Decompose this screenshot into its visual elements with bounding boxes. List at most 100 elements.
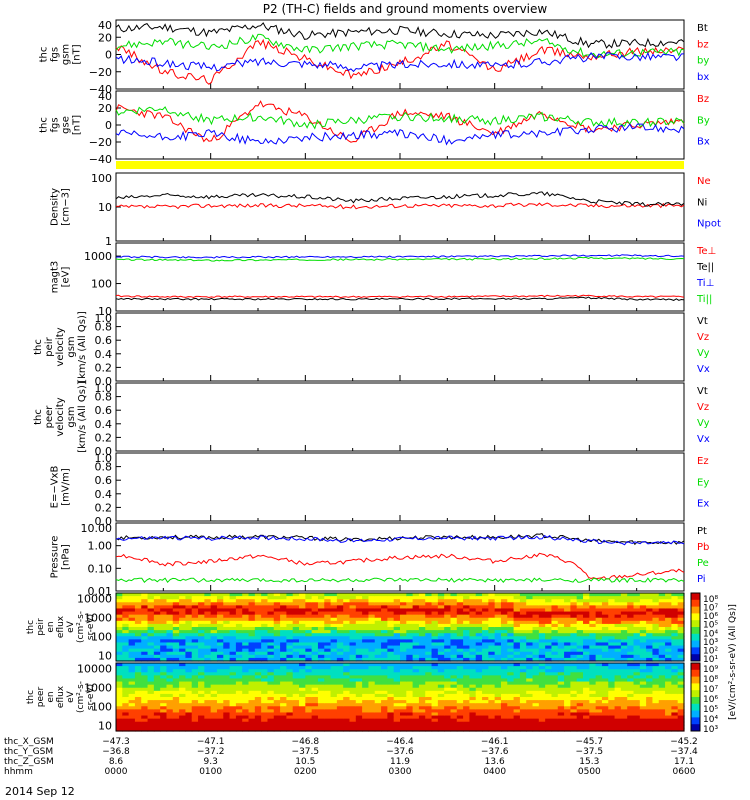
peer-spec-cell (153, 703, 161, 707)
peir-spec-cell (393, 605, 401, 610)
peer-spec-cell (570, 718, 578, 723)
peir-spec-cell (393, 648, 401, 653)
peer-spec-cell (261, 678, 269, 683)
peir-spec-cell (141, 636, 149, 640)
peer-spec-cell (450, 712, 458, 717)
peir-spec-cell (317, 645, 325, 650)
peir-spec-cell (362, 620, 370, 625)
peer-spec-cell (665, 693, 672, 698)
peir-spec-cell (299, 614, 306, 619)
peer-spec-cell (431, 718, 439, 723)
peer-spec-cell (620, 718, 628, 723)
peir-spec-cell (437, 627, 445, 631)
peir-spec-cell (551, 611, 559, 616)
peir-spec-cell (589, 636, 597, 640)
peer-spec-cell (280, 678, 287, 683)
peer-spec-cell (608, 693, 616, 698)
peir-spec-cell (343, 651, 351, 656)
peir-spec-cell (469, 614, 477, 619)
peir-spec-cell (658, 596, 666, 600)
peir-spec-cell (336, 657, 344, 662)
peir-spec-cell (349, 617, 357, 622)
peer-spec-cell (463, 684, 471, 689)
temperature-series-0 (115, 294, 685, 299)
peer-spec-cell (248, 724, 256, 729)
peir-spec-cell (198, 617, 205, 622)
peir-spec-cell (589, 620, 597, 625)
peir-spec-cell (576, 636, 584, 640)
peir-spec-cell (393, 623, 401, 628)
peer-spec-cell (160, 700, 168, 704)
peer-spec-cell (576, 666, 584, 670)
peer-spec-cell (671, 690, 679, 695)
peir-spec-cell (299, 642, 306, 647)
peer-spec-cell (324, 703, 332, 707)
peir-spec-cell (242, 611, 250, 616)
peir-spec-cell (387, 645, 395, 650)
peer-spec-cell (153, 724, 161, 729)
peer-spec-cell (311, 727, 319, 732)
peer-spec-cell (463, 669, 471, 673)
peer-spec-cell (273, 706, 281, 710)
peir-spec-cell (305, 617, 313, 622)
peer-spec-cell (633, 721, 641, 726)
peer-spec-cell (280, 681, 287, 686)
peir-spec-cell (267, 636, 275, 640)
density-ytick: 100 (91, 172, 112, 185)
peir-spec-cell (564, 627, 571, 631)
peer-spec-cell (620, 675, 628, 680)
peir-spec-cell (254, 630, 262, 634)
peer-spec-cell (381, 700, 388, 704)
peir-spec-cell (128, 642, 136, 647)
peir-spec-cell (526, 636, 534, 640)
peer-spec-cell (368, 727, 376, 732)
peir-spec-cell (639, 614, 647, 619)
peer-spec-cell (223, 669, 231, 673)
peir-spec-cell (406, 593, 414, 597)
peir-spec-cell (608, 648, 616, 653)
fgs-gse-ytick: −40 (89, 153, 112, 166)
peir-spec-cell (261, 642, 269, 647)
peer-spec-cell (463, 681, 471, 686)
peir-spec-cell (519, 596, 527, 600)
peir-spec-cell (564, 611, 571, 616)
peir-spec-cell (500, 611, 508, 616)
peer-spec-cell (273, 681, 281, 686)
peir-spec-cell (292, 599, 300, 603)
peer-spec-cell (374, 712, 382, 717)
peer-spec-cell (513, 727, 521, 732)
peir-spec-cell (336, 620, 344, 625)
peer-spec-cell (614, 663, 622, 667)
peer-spec-cell (614, 703, 622, 707)
peir-spec-cell (671, 614, 679, 619)
peer-spec-cell (128, 721, 136, 726)
peir-spec-cell (286, 636, 294, 640)
peer-velocity-ylabel-line: velocity (55, 397, 66, 436)
peir-spec-cell (538, 636, 546, 640)
peir-spec-cell (248, 611, 256, 616)
peir-spec-cell (267, 593, 275, 597)
peer-spec-cell (494, 678, 502, 683)
peir-spec-cell (545, 642, 553, 647)
peer-spec-cell (267, 669, 275, 673)
peer-spec-cell (280, 687, 287, 692)
peir-spec-cell (299, 627, 306, 631)
peir-spec-cell (557, 636, 565, 640)
peer-spec-cell (324, 672, 332, 676)
peer-spec-cell (677, 706, 685, 710)
peir-spec-cell (646, 636, 654, 640)
peir-spec-cell (456, 639, 464, 644)
peer-spec-cell (122, 712, 130, 717)
peir-spec-cell (526, 623, 534, 628)
peir-spec-cell (311, 596, 319, 600)
peir-spec-cell (456, 623, 464, 628)
peer-spec-cell (400, 721, 407, 726)
peer-spec-cell (336, 666, 344, 670)
peer-spec-cell (368, 700, 376, 704)
peer-spec-cell (393, 712, 401, 717)
peer-spec-cell (273, 727, 281, 732)
peir-spec-cell (116, 617, 123, 622)
peir-spec-cell (381, 636, 388, 640)
peir-spec-cell (179, 648, 187, 653)
peer-spec-cell (437, 706, 445, 710)
